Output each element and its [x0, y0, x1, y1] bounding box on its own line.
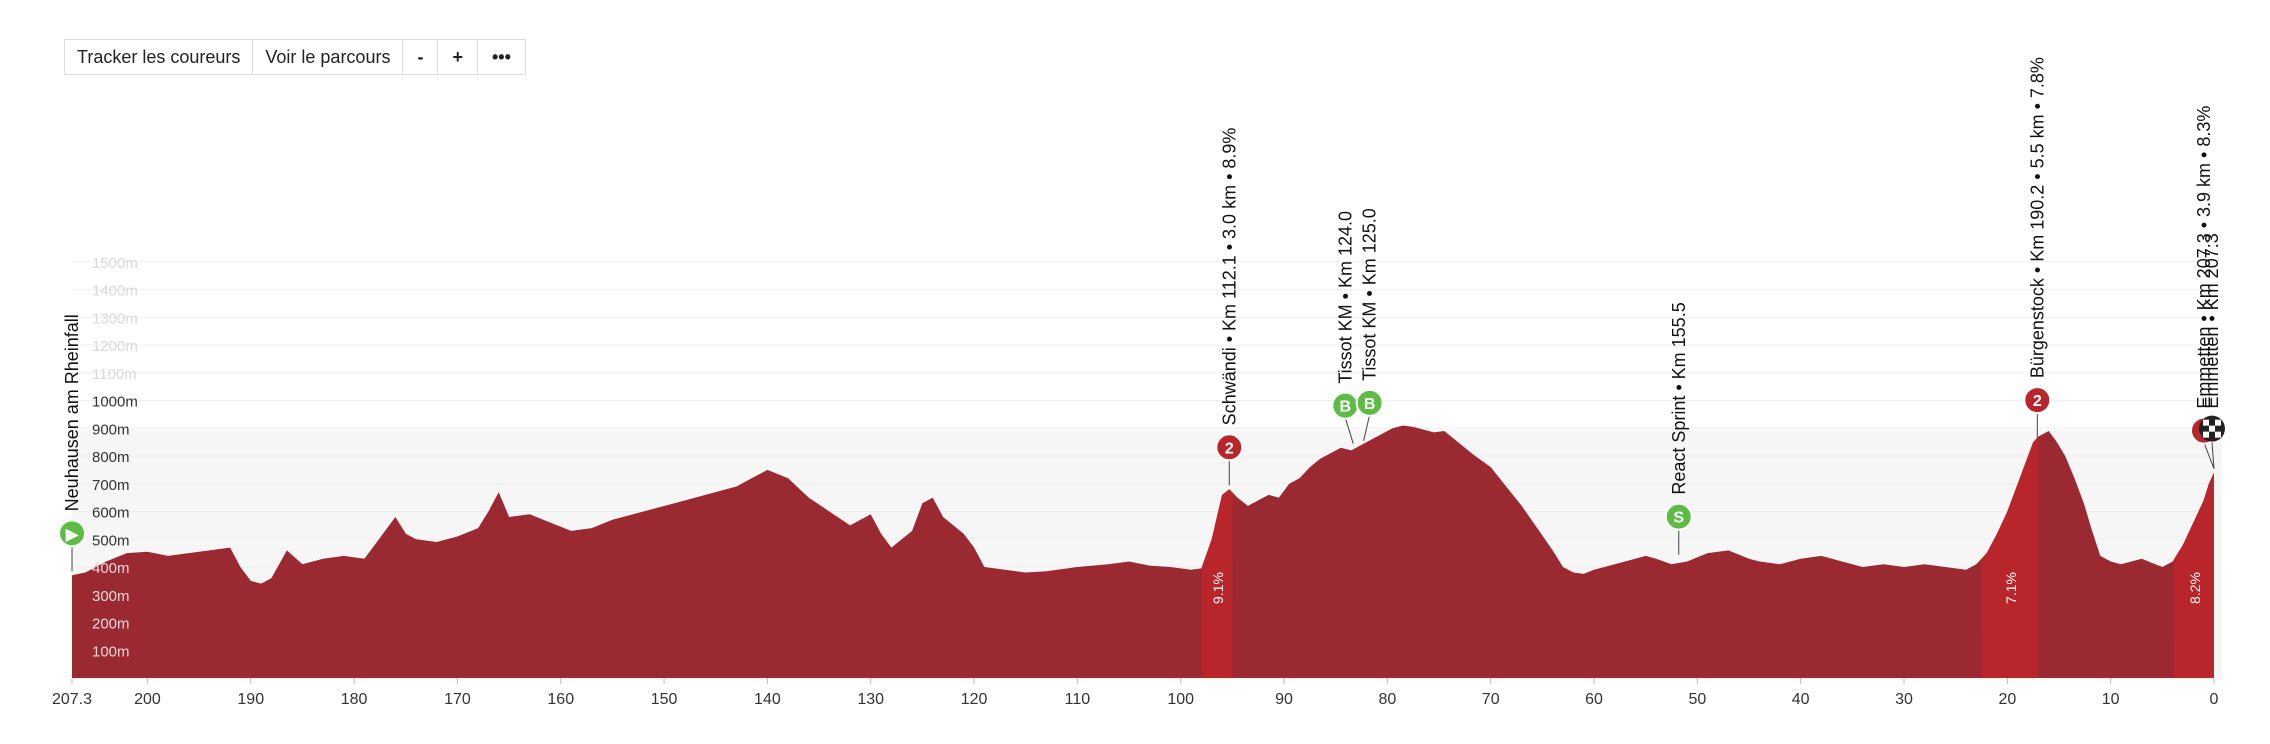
climb-segment	[2173, 472, 2214, 678]
y-tick-label: 800m	[92, 449, 130, 466]
marker-badge-label: B	[1364, 396, 1376, 413]
x-tick-label: 80	[1378, 691, 1396, 708]
marker-label: Emmetten • Km 207.3	[2202, 233, 2222, 408]
marker-badge-label: S	[1673, 510, 1684, 527]
climb-segments-layer: 9.1% 7.1% 8.2%	[1201, 436, 2214, 678]
marker-badge	[1355, 388, 1384, 417]
y-tick-label-overlay: 400m	[92, 560, 130, 577]
x-tick-label: 150	[651, 691, 678, 708]
x-tick-label: 50	[1688, 691, 1706, 708]
x-tick-label: 160	[547, 691, 574, 708]
marker-label: Neuhausen am Rheinfall	[62, 314, 82, 511]
marker-label: Bürgenstock • Km 190.2 • 5.5 km • 7.8%	[2027, 57, 2047, 378]
x-tick-label: 140	[754, 691, 781, 708]
marker-label: Emmetten • Km 207.3 • 3.9 km • 8.3%	[2194, 106, 2214, 409]
x-tick-label: 60	[1585, 691, 1603, 708]
view-route-button[interactable]: Voir le parcours	[253, 40, 404, 74]
marker-label: React Sprint • Km 155.5	[1669, 302, 1689, 494]
y-tick-label: 900m	[92, 421, 130, 438]
y-tick-label-overlay: 200m	[92, 616, 130, 633]
x-tick-label: 30	[1895, 691, 1913, 708]
track-riders-button[interactable]: Tracker les coureurs	[65, 40, 254, 74]
y-tick-label-overlay: 100m	[92, 643, 130, 660]
finish-check	[2215, 419, 2221, 426]
y-tick-label: 1200m	[92, 338, 138, 355]
x-tick-label: 0	[2210, 691, 2219, 708]
y-tick-label: 500m	[92, 532, 130, 549]
x-tick-label: 170	[444, 691, 471, 708]
marker-badge	[2023, 386, 2052, 415]
climb-gradient-label: 9.1%	[1210, 572, 1226, 604]
climb-segment	[1201, 489, 1233, 678]
marker-leader-line	[1344, 417, 1354, 444]
finish-check	[2215, 431, 2221, 438]
marker-leader-line	[2211, 442, 2215, 469]
y-tick-label: 600m	[92, 505, 130, 522]
y-tick-label: 700m	[92, 477, 130, 494]
y-tick-label-overlay: 300m	[92, 588, 130, 605]
x-tick-label: 190	[237, 691, 264, 708]
x-tick-label: 90	[1275, 691, 1293, 708]
marker-badge-label: B	[1339, 399, 1351, 416]
x-tick-label: 200	[134, 691, 161, 708]
profile-area	[72, 425, 2214, 678]
zoom-out-button[interactable]: -	[403, 40, 439, 74]
marker-label: Tissot KM • Km 124.0	[1335, 211, 1355, 384]
marker-badge	[1664, 502, 1693, 531]
zoom-in-button[interactable]: +	[438, 40, 478, 74]
x-tick-label: 207.3	[52, 691, 92, 708]
marker-badge-label: ▶	[65, 526, 79, 543]
finish-flag-icon	[2199, 415, 2225, 442]
marker-badge	[1215, 433, 1244, 462]
marker-badge-label: 2	[1225, 440, 1234, 457]
x-tick-label: 70	[1482, 691, 1500, 708]
finish-check	[2203, 431, 2209, 438]
finish-check	[2203, 419, 2209, 426]
y-tick-label: 1400m	[92, 283, 138, 300]
x-tick-label: 130	[857, 691, 884, 708]
x-tick-label: 100	[1167, 691, 1194, 708]
y-tick-label: 1500m	[92, 255, 138, 272]
x-tick-label: 120	[961, 691, 988, 708]
marker-label: Schwändi • Km 112.1 • 3.0 km • 8.9%	[1219, 128, 1239, 426]
climb-gradient-label: 7.1%	[2003, 572, 2019, 604]
finish-check	[2209, 425, 2215, 432]
marker-leader-line	[1363, 414, 1371, 442]
climb-gradient-label: 8.2%	[2187, 572, 2203, 604]
marker-badge	[58, 519, 86, 548]
climb-segment	[1981, 436, 2039, 678]
y-tick-label: 1100m	[92, 366, 137, 383]
x-tick-label: 180	[341, 691, 368, 708]
x-tick-label: 40	[1792, 691, 1810, 708]
marker-badge-label: 2	[2033, 393, 2042, 410]
x-tick-label: 20	[1998, 691, 2016, 708]
profile-area-layer: 100m 200m 300m 400m	[72, 425, 2214, 678]
x-tick-label: 110	[1065, 691, 1091, 708]
y-tick-label: 1000m	[92, 394, 138, 411]
x-axis: 207.3 200 190 180 170 160 150 140 130 120 110 100 90…	[52, 678, 2219, 708]
more-options-button[interactable]: •••	[491, 47, 511, 67]
markers-layer: ▶ Neuhausen am Rheinfall 2 Schwändi • Km 11…	[58, 57, 2225, 572]
x-tick-label: 10	[2102, 691, 2120, 708]
y-tick-label: 1300m	[92, 310, 138, 327]
marker-label: Tissot KM • Km 125.0	[1360, 208, 1380, 381]
marker-leader-line	[2203, 442, 2215, 469]
chart-toolbar: Tracker les coureurs Voir le parcours - …	[64, 39, 526, 75]
